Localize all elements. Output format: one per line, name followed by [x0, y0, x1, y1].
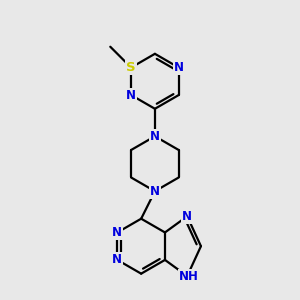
- Text: N: N: [112, 254, 122, 266]
- Text: S: S: [126, 61, 136, 74]
- Text: N: N: [112, 226, 122, 239]
- Text: N: N: [150, 185, 160, 198]
- Text: N: N: [174, 61, 184, 74]
- Text: N: N: [150, 130, 160, 143]
- Text: NH: NH: [179, 270, 199, 283]
- Text: N: N: [182, 210, 192, 223]
- Text: N: N: [126, 88, 136, 101]
